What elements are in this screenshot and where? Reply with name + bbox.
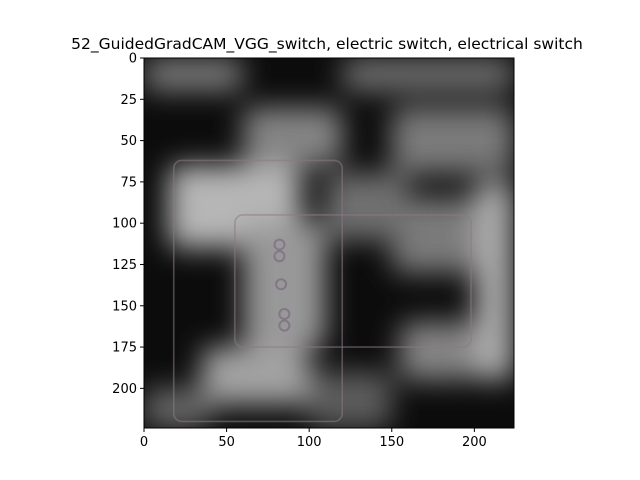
y-tick-label: 0: [129, 52, 137, 67]
heatmap-region: [474, 182, 514, 380]
y-tick-label: 100: [112, 217, 137, 232]
y-tick-label: 25: [120, 93, 137, 108]
x-tick-label: 200: [462, 435, 487, 450]
y-tick-label: 200: [112, 382, 137, 397]
x-tick-label: 150: [379, 435, 404, 450]
heatmap-region: [202, 347, 309, 405]
x-tick-label: 100: [297, 435, 322, 450]
chart-title: 52_GuidedGradCAM_VGG_switch, electric sw…: [71, 35, 583, 54]
y-tick-label: 50: [120, 134, 137, 149]
y-tick-label: 150: [112, 299, 137, 314]
heatmap-region: [400, 322, 474, 380]
heatmap-region: [392, 108, 514, 174]
heatmap-region: [243, 108, 342, 166]
heatmap-region: [326, 174, 409, 240]
heatmap-region: [144, 58, 243, 91]
heatmap-image: [144, 58, 514, 428]
y-tick-label: 125: [112, 258, 137, 273]
x-axis: 0 50 100 150 200: [140, 428, 487, 450]
heatmap-region: [309, 372, 392, 428]
y-tick-label: 175: [112, 341, 137, 356]
y-axis: 0 25 50 75 100 125 150 175 200: [112, 52, 144, 397]
heatmap-region: [342, 58, 514, 91]
y-tick-label: 75: [120, 175, 137, 190]
x-tick-label: 50: [218, 435, 235, 450]
x-tick-label: 0: [140, 435, 148, 450]
